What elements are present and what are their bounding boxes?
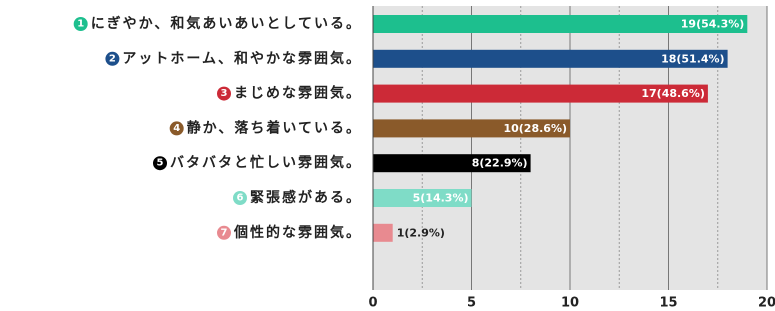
x-tick-label: 20 — [758, 296, 775, 311]
category-label: アットホーム、和やかな雰囲気。 — [122, 50, 362, 67]
bar — [373, 189, 472, 207]
value-label: 17(48.6%) — [641, 87, 705, 100]
bar — [373, 49, 728, 68]
number-label: 2 — [109, 53, 116, 64]
category-label: バタバタと忙しい雰囲気。 — [170, 154, 362, 171]
value-label: 1(2.9%) — [397, 226, 445, 239]
number-label: 7 — [221, 227, 228, 238]
value-label: 19(54.3%) — [681, 18, 745, 31]
x-tick-label: 15 — [659, 296, 677, 311]
number-badge — [73, 17, 88, 31]
number-label: 1 — [77, 19, 84, 30]
bar — [373, 84, 708, 103]
number-label: 6 — [237, 193, 244, 204]
x-tick-label: 10 — [561, 296, 579, 311]
number-badge — [217, 225, 231, 240]
category-label: まじめな雰囲気。 — [234, 85, 362, 102]
bar — [373, 119, 570, 138]
number-badge — [169, 121, 184, 136]
number-badge — [153, 156, 167, 171]
number-badge — [105, 51, 120, 66]
value-label: 10(28.6%) — [503, 122, 567, 135]
category-label: にぎやか、和気あいあいとしている。 — [91, 15, 362, 32]
bar — [373, 223, 393, 242]
category-label: 個性的な雰囲気。 — [233, 224, 362, 241]
x-tick-label: 5 — [467, 296, 476, 311]
bar — [373, 15, 748, 33]
category-label: 静か、落ち着いている。 — [187, 119, 362, 136]
number-label: 4 — [173, 123, 180, 134]
x-tick-label: 0 — [368, 296, 377, 311]
value-label: 5(14.3%) — [413, 192, 469, 205]
value-label: 18(51.4%) — [661, 52, 725, 65]
number-badge — [217, 86, 231, 101]
number-label: 5 — [157, 158, 164, 169]
bar — [373, 154, 531, 173]
number-label: 3 — [221, 88, 228, 99]
value-label: 8(22.9%) — [472, 157, 528, 170]
number-badge — [233, 191, 247, 205]
category-label: 緊張感がある。 — [250, 189, 362, 206]
